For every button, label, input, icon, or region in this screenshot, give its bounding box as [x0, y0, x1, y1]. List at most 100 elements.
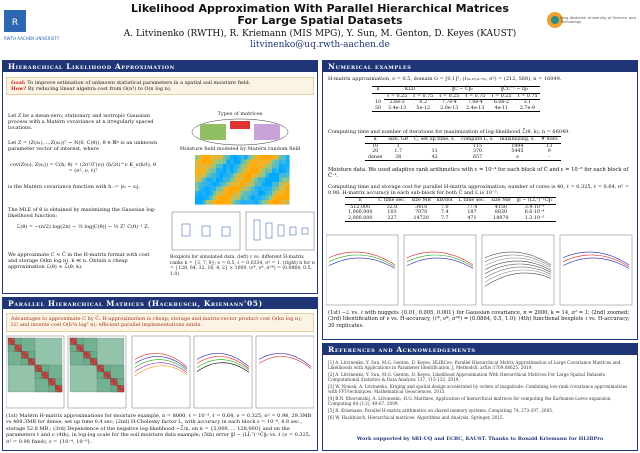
heat-cell — [265, 177, 269, 183]
heat-cell — [209, 164, 213, 169]
figure-caption: Boxplots for simulated data. (left) ℓ vs… — [170, 255, 315, 277]
heat-cell — [279, 164, 283, 169]
heat-cell — [272, 164, 276, 169]
heat-cell — [198, 168, 203, 174]
heat-cell — [254, 177, 259, 183]
block — [93, 361, 98, 366]
heat-cell — [198, 191, 203, 196]
heat-cell — [286, 164, 290, 169]
heat-cell — [286, 173, 290, 178]
heat-cell — [244, 191, 248, 196]
table-cell: 7.7 — [440, 215, 449, 221]
table-cell: dense — [368, 154, 383, 160]
heat-cell — [268, 177, 273, 183]
heat-cell — [212, 155, 217, 160]
block — [120, 388, 125, 393]
heat-cell — [261, 195, 266, 201]
heat-cell — [244, 182, 248, 187]
heat-cell — [258, 177, 262, 183]
table-cell: 6.6·10⁻⁴ — [524, 210, 545, 216]
heat-cell — [272, 195, 276, 201]
heat-cell — [282, 164, 287, 169]
curve — [562, 254, 630, 267]
heat-cell — [265, 186, 269, 192]
heat-cell — [244, 159, 248, 165]
heat-cell — [233, 164, 238, 169]
curve — [484, 272, 552, 287]
heat-cell — [272, 177, 276, 183]
heat-cell — [212, 173, 217, 178]
heat-cell — [205, 195, 210, 201]
heat-cell — [265, 191, 269, 196]
curve — [406, 257, 474, 269]
header-cell: KLD — [384, 86, 437, 94]
heat-cell — [195, 155, 199, 160]
figure-caption: (1st) Matérn H-matrix approximations for… — [6, 413, 312, 445]
block — [48, 378, 52, 382]
table-cell: 38 — [395, 154, 402, 160]
heat-cell — [198, 159, 203, 165]
curve — [484, 257, 552, 269]
table-cell: 3410 — [415, 204, 428, 210]
heat-cell — [230, 164, 234, 169]
likelihood-plots — [326, 234, 633, 306]
table-cell: 2,000,000 — [348, 215, 373, 221]
heat-cell — [279, 200, 283, 205]
heat-cell — [247, 155, 252, 160]
heat-cell — [258, 191, 262, 196]
figure-title: Types of matrices — [217, 111, 263, 117]
heat-cell — [282, 182, 287, 187]
heat-cell — [268, 200, 273, 205]
heat-cell — [244, 168, 248, 174]
heat-cell — [223, 191, 227, 196]
heat-cell — [286, 168, 290, 174]
heat-cell — [279, 173, 283, 178]
heat-cell — [223, 164, 227, 169]
heat-cell — [265, 159, 269, 165]
heat-cell — [279, 182, 283, 187]
header-row: n C̃ time sec. size MB kB/dof L̃ time sec. si… — [345, 197, 556, 205]
matrix-types-diagram — [191, 118, 289, 146]
heat-cell — [275, 155, 280, 160]
table-cell: 7070 — [415, 210, 428, 216]
heat-cell — [279, 155, 283, 160]
heat-cell — [230, 173, 234, 178]
heat-cell — [247, 200, 252, 205]
block — [83, 351, 87, 355]
heat-cell — [279, 195, 283, 201]
heat-cell — [275, 173, 280, 178]
heat-cell — [272, 182, 276, 187]
heat-cell — [223, 173, 227, 178]
heat-cell — [233, 191, 238, 196]
table-2: k size, GB C̃, set up time, s. compute L, s… — [365, 136, 561, 162]
heat-cell — [216, 173, 220, 178]
heat-cell — [272, 155, 276, 160]
heat-cell — [230, 155, 234, 160]
heat-cell — [226, 177, 231, 183]
heat-cell — [268, 173, 273, 178]
block — [41, 371, 46, 376]
heat-cell — [216, 164, 220, 169]
table-cell: 1,000,000 — [348, 210, 373, 216]
heat-cell — [219, 159, 224, 165]
table-cell: 227 — [387, 215, 397, 221]
heat-cell — [233, 200, 238, 205]
heat-cell — [237, 164, 241, 169]
reference: [2] A. Litvinenko, Y. Sun, M.G. Genton, … — [328, 372, 607, 382]
heat-cell — [216, 195, 220, 201]
header-cell: n — [345, 197, 376, 205]
table-cell: 9 — [547, 149, 551, 155]
heat-cell — [233, 159, 238, 165]
heat-cell — [226, 164, 231, 169]
curve — [562, 251, 630, 266]
heat-cell — [216, 191, 220, 196]
table-row: 20 1.7 11 370 5445 9 — [365, 149, 561, 155]
heat-cell — [247, 159, 252, 165]
curve — [196, 353, 250, 368]
heat-cell — [230, 186, 234, 192]
heat-cell — [237, 182, 241, 187]
header-cell: ‖C̃C⁻¹ − I‖₂ — [488, 86, 541, 94]
heat-cell — [237, 191, 241, 196]
heat-cell — [240, 195, 245, 201]
block — [28, 358, 32, 362]
